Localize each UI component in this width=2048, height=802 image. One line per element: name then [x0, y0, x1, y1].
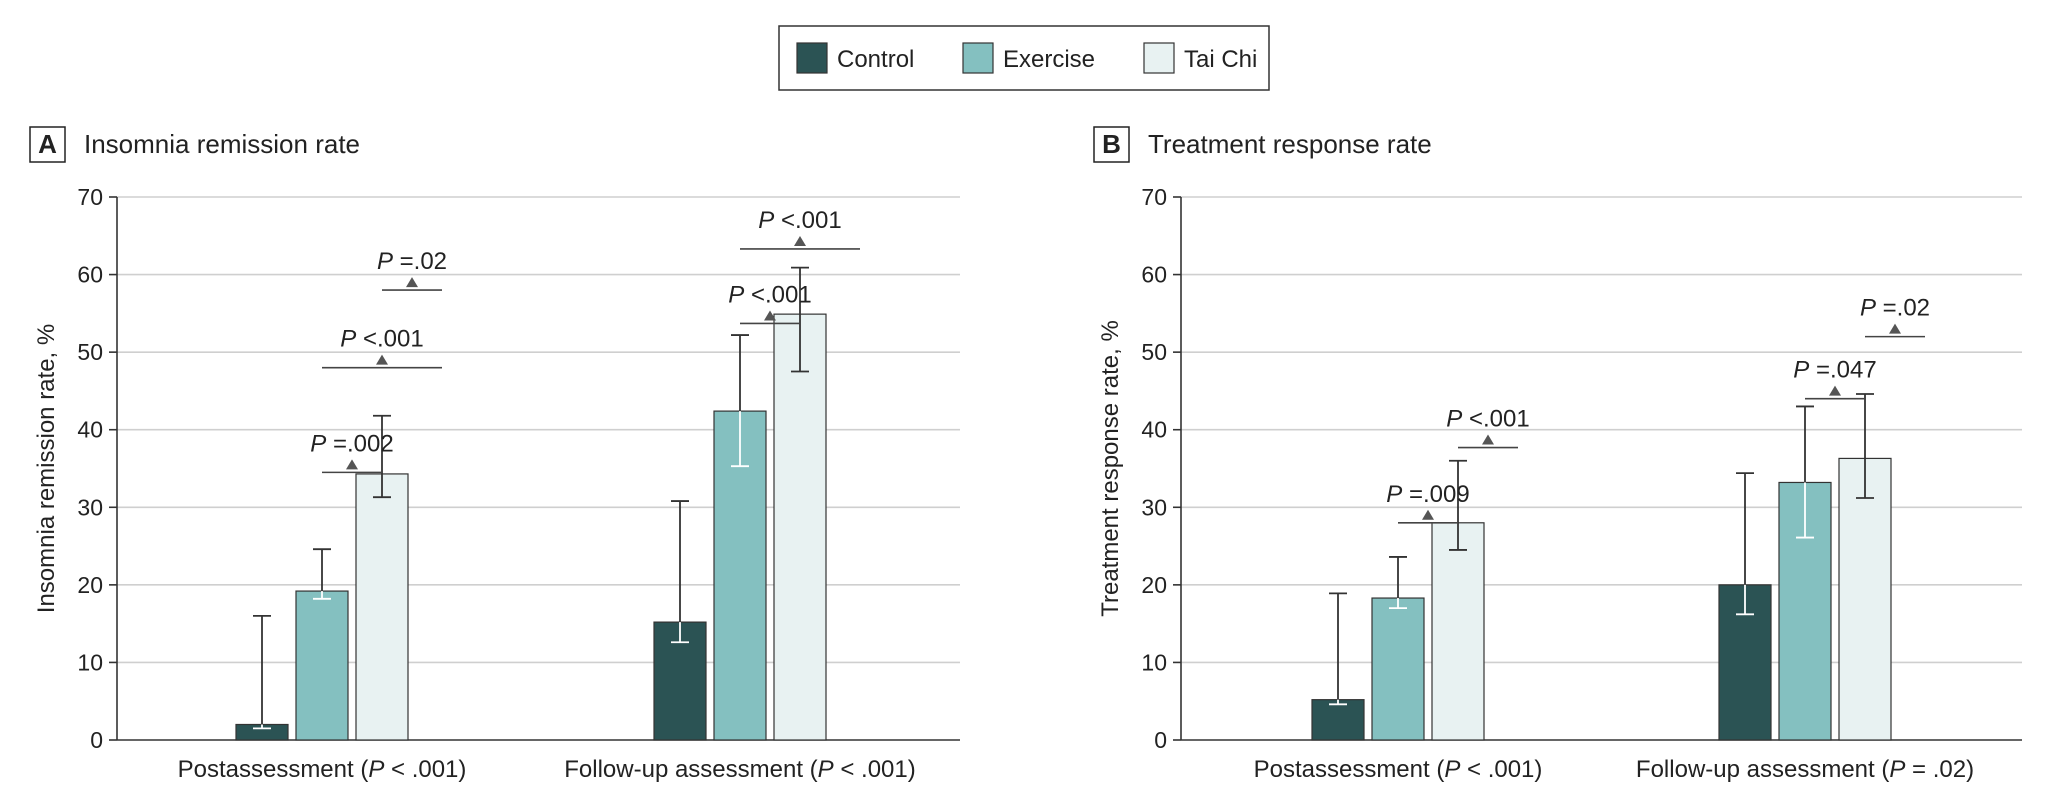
- panel-b: B Treatment response rate 0 10 20 30 40 50 60 70 T…: [1093, 126, 2022, 783]
- p-symbol: P: [340, 326, 356, 353]
- p-value: <.001: [744, 281, 811, 308]
- panel-letter-box: [1093, 126, 1130, 163]
- comparison-marker: [1422, 509, 1434, 520]
- x-category-label: Follow-up assessment (P < .001): [564, 756, 916, 783]
- y-tick-label: 60: [77, 262, 103, 288]
- legend-swatch-tai-chi: [1143, 42, 1175, 74]
- y-tick-label: 30: [1141, 494, 1167, 520]
- comparison-p-value: P =.02: [377, 248, 447, 275]
- y-tick-label: 30: [77, 494, 103, 520]
- category-p: P: [1444, 756, 1460, 783]
- x-category-label: Postassessment (P < .001): [1254, 756, 1543, 783]
- legend-label: Tai Chi: [1184, 46, 1257, 73]
- p-symbol: P: [1446, 406, 1462, 433]
- panel-letter: A: [38, 129, 57, 159]
- p-symbol: P: [758, 207, 774, 234]
- legend: Control Exercise Tai Chi: [778, 25, 1270, 91]
- p-symbol: P: [310, 430, 326, 457]
- comparison-p-value: P <.001: [340, 326, 423, 353]
- y-tick-label: 20: [1141, 572, 1167, 598]
- category-text: Postassessment (: [1254, 756, 1445, 783]
- category-text: = .02): [1905, 756, 1974, 783]
- y-tick-label: 70: [1141, 184, 1167, 210]
- p-value: <.001: [774, 207, 841, 234]
- legend-swatch-control: [796, 42, 828, 74]
- p-symbol: P: [728, 281, 744, 308]
- y-tick-label: 10: [77, 649, 103, 675]
- bar-tai-chi: [1431, 522, 1485, 741]
- comparison-marker: [764, 310, 776, 321]
- category-text: < .001): [834, 756, 916, 783]
- legend-label: Exercise: [1003, 46, 1095, 73]
- p-symbol: P: [1386, 481, 1402, 508]
- legend-label: Control: [837, 46, 914, 73]
- comparison-marker: [1482, 434, 1494, 445]
- bar-control: [1311, 699, 1365, 741]
- p-symbol: P: [377, 248, 393, 275]
- p-symbol: P: [1793, 357, 1809, 384]
- y-tick-label: 40: [77, 417, 103, 443]
- p-symbol: P: [1860, 295, 1876, 322]
- y-axis-label: Treatment response rate, %: [1097, 320, 1124, 617]
- y-axis-label: Insomnia remission rate, %: [33, 324, 60, 613]
- comparison-marker: [346, 459, 358, 470]
- category-p: P: [818, 756, 834, 783]
- panel-title: Treatment response rate: [1148, 129, 1432, 159]
- p-value: =.02: [393, 248, 447, 275]
- x-category-label: Follow-up assessment (P = .02): [1636, 756, 1974, 783]
- bar-exercise: [295, 590, 349, 741]
- bar-tai-chi: [1838, 457, 1892, 741]
- y-tick-label: 40: [1141, 417, 1167, 443]
- comparison-p-value: P <.001: [758, 207, 841, 234]
- comparison-p-value: P <.001: [1446, 406, 1529, 433]
- comparison-p-value: P =.009: [1386, 481, 1469, 508]
- category-text: Follow-up assessment (: [1636, 756, 1889, 783]
- category-text: < .001): [1460, 756, 1542, 783]
- legend-box: [778, 25, 1270, 91]
- y-tick-label: 0: [90, 727, 103, 753]
- comparison-p-value: P <.001: [728, 281, 811, 308]
- bar-tai-chi: [773, 313, 827, 741]
- category-p: P: [368, 756, 384, 783]
- p-value: =.047: [1809, 357, 1876, 384]
- bar-exercise: [1371, 597, 1425, 741]
- category-p: P: [1889, 756, 1905, 783]
- comparison-marker: [1889, 323, 1901, 334]
- comparison-marker: [406, 277, 418, 288]
- y-tick-label: 50: [77, 339, 103, 365]
- y-tick-label: 10: [1141, 649, 1167, 675]
- y-tick-label: 70: [77, 184, 103, 210]
- comparison-marker: [794, 235, 806, 246]
- panel-a: A Insomnia remission rate 0 10 20 30 40 50 60 70 I…: [29, 126, 960, 783]
- panel-letter-box: [29, 126, 66, 163]
- comparison-p-value: P =.047: [1793, 357, 1876, 384]
- y-tick-label: 20: [77, 572, 103, 598]
- y-tick-label: 60: [1141, 262, 1167, 288]
- comparison-p-value: P =.02: [1860, 295, 1930, 322]
- category-text: Postassessment (: [178, 756, 369, 783]
- x-category-label: Postassessment (P < .001): [178, 756, 467, 783]
- category-text: Follow-up assessment (: [564, 756, 817, 783]
- p-value: =.009: [1402, 481, 1469, 508]
- panel-title: Insomnia remission rate: [84, 129, 360, 159]
- y-tick-label: 0: [1154, 727, 1167, 753]
- comparison-p-value: P =.002: [310, 430, 393, 457]
- y-tick-label: 50: [1141, 339, 1167, 365]
- p-value: <.001: [1462, 406, 1529, 433]
- panel-letter: B: [1102, 129, 1121, 159]
- comparison-marker: [376, 354, 388, 365]
- bar-tai-chi: [355, 473, 409, 741]
- category-text: < .001): [384, 756, 466, 783]
- comparison-marker: [1829, 385, 1841, 396]
- p-value: =.02: [1876, 295, 1930, 322]
- p-value: <.001: [356, 326, 423, 353]
- p-value: =.002: [326, 430, 393, 457]
- legend-swatch-exercise: [962, 42, 994, 74]
